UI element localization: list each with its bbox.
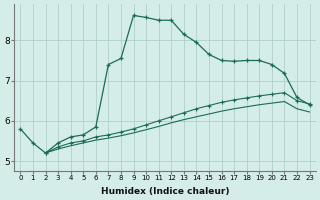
X-axis label: Humidex (Indice chaleur): Humidex (Indice chaleur) (101, 187, 229, 196)
